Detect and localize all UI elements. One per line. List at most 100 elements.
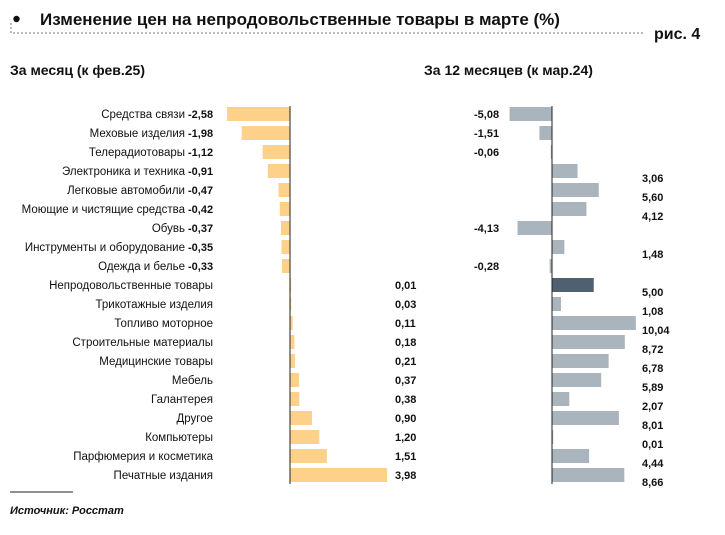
category-label: Печатные издания bbox=[114, 470, 213, 482]
category-label: Электроника и техника bbox=[62, 166, 186, 178]
bar-month-медицинские-товары bbox=[290, 354, 296, 368]
value-label-month: 0,38 bbox=[395, 394, 416, 406]
value-label-year: 6,78 bbox=[642, 363, 663, 375]
bar-month-средства-связи bbox=[227, 107, 290, 121]
bar-month-трикотажные-изделия bbox=[290, 297, 292, 311]
value-label-month: 0,03 bbox=[395, 299, 416, 311]
value-label-year: 5,60 bbox=[642, 192, 663, 204]
category-label: Инструменты и оборудование bbox=[25, 242, 185, 254]
bar-month-моющие-и-чистящие-средства bbox=[279, 202, 290, 216]
category-label: Средства связи bbox=[101, 109, 185, 121]
bar-month-галантерея bbox=[290, 392, 300, 406]
category-label: Одежда и белье bbox=[98, 261, 185, 273]
category-label: Меховые изделия bbox=[90, 128, 185, 140]
category-label: Обувь bbox=[152, 223, 185, 235]
value-label-month: -0,42 bbox=[188, 204, 213, 216]
value-label-year: -1,51 bbox=[474, 128, 499, 140]
bar-year-мебель bbox=[552, 373, 602, 387]
figure-label: рис. 4 bbox=[654, 26, 700, 43]
bar-year-одежда-и-белье bbox=[549, 259, 552, 273]
chart-header: Изменение цен на непродовольственные тов… bbox=[10, 10, 700, 43]
bar-year-медицинские-товары bbox=[552, 354, 609, 368]
bar-month-телерадиотовары bbox=[262, 145, 290, 159]
category-label: Строительные материалы bbox=[72, 337, 213, 349]
bar-year-трикотажные-изделия bbox=[552, 297, 562, 311]
bar-month-строительные-материалы bbox=[290, 335, 295, 349]
bar-year-средства-связи bbox=[509, 107, 552, 121]
value-label-year: 5,89 bbox=[642, 382, 663, 394]
right-panel-title: За 12 месяцев (к мар.24) bbox=[424, 62, 593, 78]
value-label-month: 0,21 bbox=[395, 356, 416, 368]
value-label-month: 1,51 bbox=[395, 451, 416, 463]
bar-year-парфюмерия-и-косметика bbox=[552, 449, 590, 463]
category-label: Телерадиотовары bbox=[89, 147, 185, 159]
value-label-month: -0,91 bbox=[188, 166, 213, 178]
value-label-month: -0,47 bbox=[188, 185, 213, 197]
value-label-month: -0,33 bbox=[188, 261, 213, 273]
value-label-month: 0,90 bbox=[395, 413, 416, 425]
value-label-month: 0,37 bbox=[395, 375, 416, 387]
bar-year-телерадиотовары bbox=[550, 145, 552, 159]
category-label: Другое bbox=[176, 413, 213, 425]
bar-month-другое bbox=[290, 411, 312, 425]
value-label-year: 8,66 bbox=[642, 477, 663, 489]
bar-year-другое bbox=[552, 411, 619, 425]
value-label-year: 8,01 bbox=[642, 420, 663, 432]
bar-year-строительные-материалы bbox=[552, 335, 625, 349]
value-label-year: -5,08 bbox=[474, 109, 499, 121]
value-label-year: 5,00 bbox=[642, 287, 663, 299]
title-bullet-icon bbox=[13, 15, 20, 23]
category-label: Легковые автомобили bbox=[67, 185, 185, 197]
bar-month-топливо-моторное bbox=[290, 316, 293, 330]
value-label-year: -0,28 bbox=[474, 261, 499, 273]
value-label-year: 8,72 bbox=[642, 344, 663, 356]
value-label-month: 0,11 bbox=[395, 318, 416, 330]
value-label-year: -0,06 bbox=[474, 147, 499, 159]
value-label-year: 1,48 bbox=[642, 249, 663, 261]
value-label-year: 0,01 bbox=[642, 439, 663, 451]
bar-month-мебель bbox=[290, 373, 300, 387]
chart-title: Изменение цен на непродовольственные тов… bbox=[40, 10, 560, 29]
bar-year-инструменты-и-оборудование bbox=[552, 240, 565, 254]
category-label: Моющие и чистящие средства bbox=[22, 204, 186, 216]
value-label-month: 1,20 bbox=[395, 432, 416, 444]
bar-month-меховые-изделия bbox=[241, 126, 290, 140]
value-label-month: -1,98 bbox=[188, 128, 213, 140]
bar-month-обувь bbox=[280, 221, 290, 235]
category-label: Медицинские товары bbox=[99, 356, 213, 368]
title-frame bbox=[10, 23, 645, 34]
category-label: Трикотажные изделия bbox=[96, 299, 213, 311]
bar-month-одежда-и-белье bbox=[281, 259, 290, 273]
value-label-month: 0,01 bbox=[395, 280, 416, 292]
value-label-year: 4,44 bbox=[642, 458, 664, 470]
bar-month-легковые-автомобили bbox=[278, 183, 290, 197]
bar-year-обувь bbox=[517, 221, 552, 235]
bar-year-топливо-моторное bbox=[552, 316, 636, 330]
source-note: Источник: Росстат bbox=[10, 505, 124, 517]
category-label: Парфюмерия и косметика bbox=[73, 451, 213, 463]
bar-month-инструменты-и-оборудование bbox=[281, 240, 290, 254]
value-label-year: -4,13 bbox=[474, 223, 499, 235]
value-label-month: 0,18 bbox=[395, 337, 416, 349]
left-panel-title: За месяц (к фев.25) bbox=[10, 62, 145, 78]
bar-year-компьютеры bbox=[552, 430, 554, 444]
value-label-year: 4,12 bbox=[642, 211, 663, 223]
bar-year-галантерея bbox=[552, 392, 570, 406]
value-label-month: 3,98 bbox=[395, 470, 416, 482]
bar-month-компьютеры bbox=[290, 430, 320, 444]
bar-year-легковые-автомобили bbox=[552, 183, 599, 197]
value-label-month: -2,58 bbox=[188, 109, 213, 121]
bar-year-моющие-и-чистящие-средства bbox=[552, 202, 587, 216]
category-label: Компьютеры bbox=[145, 432, 213, 444]
value-label-year: 10,04 bbox=[642, 325, 670, 337]
category-label: Галантерея bbox=[151, 394, 213, 406]
category-label: Непродовольственные товары bbox=[49, 280, 213, 292]
value-label-month: -0,37 bbox=[188, 223, 213, 235]
value-label-year: 3,06 bbox=[642, 173, 663, 185]
value-label-year: 1,08 bbox=[642, 306, 663, 318]
value-label-year: 2,07 bbox=[642, 401, 663, 413]
bar-month-непродовольственные-товары bbox=[290, 278, 292, 292]
right-panel: -5,08 -1,51 -0,06 3,06 5,60 4,12 -4,13 1,48 -0,2… bbox=[474, 106, 670, 489]
bar-month-печатные-издания bbox=[290, 468, 388, 482]
